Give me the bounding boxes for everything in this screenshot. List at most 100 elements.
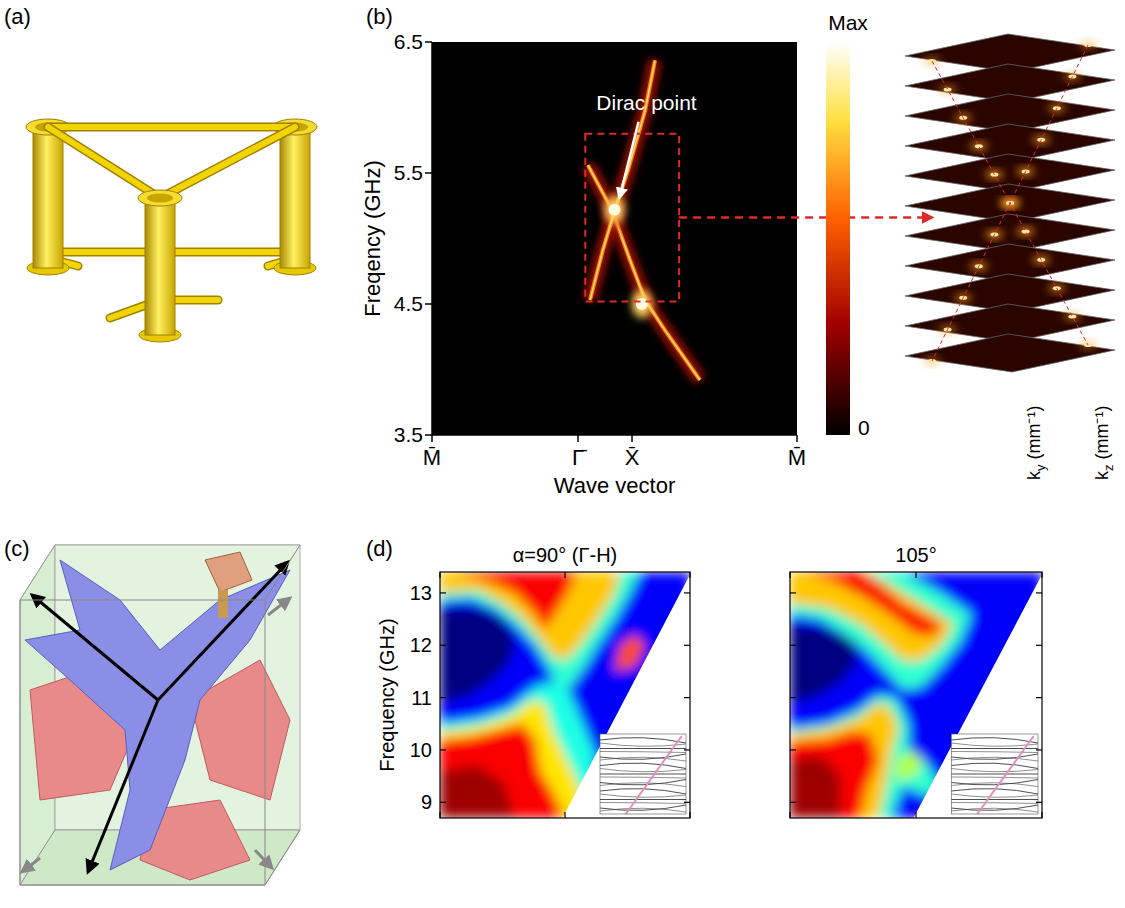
plot-frame [440, 572, 690, 818]
y-tick [440, 802, 446, 803]
hot-spot-glow [605, 196, 625, 224]
intensity-region [790, 703, 898, 818]
y-tick [1036, 802, 1042, 803]
intensity-region [615, 635, 645, 672]
cylinder [33, 127, 63, 268]
cylinder-top [138, 190, 182, 206]
y-tick [790, 697, 796, 698]
plot-area [440, 572, 690, 818]
intensity-region [440, 766, 515, 818]
light-cone-region [914, 572, 1043, 818]
inset-band [951, 799, 1038, 800]
arrow [158, 562, 288, 700]
rod-outline [160, 127, 295, 198]
y-tick [1036, 749, 1042, 750]
inset-band [951, 794, 1038, 797]
y-tick-label: 12 [410, 634, 432, 656]
intensity-region [790, 572, 971, 690]
x-tick-label: X̄ [625, 445, 640, 470]
cylinder-hole [147, 194, 173, 203]
y-tick [425, 41, 432, 43]
cube-edge [20, 600, 265, 885]
hot-spot-glow [632, 290, 652, 318]
inset-band [600, 752, 686, 753]
x-tick [564, 812, 565, 818]
inset-band [951, 763, 1038, 768]
x-tick [689, 572, 690, 578]
slice-spot [1063, 313, 1081, 321]
inset-band [600, 763, 686, 768]
unit: (mm⁻¹) [1024, 406, 1044, 460]
colorbar-label: 0 [858, 416, 870, 439]
y-tick [684, 749, 690, 750]
intensity-region [440, 572, 640, 687]
x-tick [1041, 572, 1042, 578]
y-tick [440, 697, 446, 698]
pocket [218, 590, 228, 618]
y-tick [425, 172, 432, 174]
arrow [32, 595, 158, 700]
arrow [22, 858, 40, 872]
intensity-region [790, 755, 840, 818]
inset-band [951, 783, 1038, 787]
arrow [255, 850, 272, 868]
y-tick [684, 802, 690, 803]
heatmap [440, 572, 690, 818]
y-tick-label: 4.5 [394, 292, 423, 315]
y-tick [1036, 592, 1042, 593]
x-tick-label: M̄ [423, 445, 441, 470]
inset-band [600, 808, 686, 812]
inset-band [600, 769, 686, 772]
inset-band [951, 743, 1038, 746]
y-tick-label: 9 [421, 791, 432, 813]
y-tick [425, 434, 432, 436]
intensity-region [790, 572, 954, 661]
inset-frame [600, 734, 686, 814]
inset-band [951, 777, 1038, 778]
y-axis [431, 42, 433, 435]
subscript: y [1033, 464, 1048, 471]
y-tick [684, 697, 690, 698]
y-tick-label: 11 [411, 687, 432, 709]
cone-line [932, 61, 1010, 361]
y-tick-label: 3.5 [394, 423, 423, 446]
slice-spot-core [1022, 229, 1030, 233]
slice-spot-core [975, 144, 983, 148]
plot-area [588, 60, 700, 380]
x-tick [439, 812, 440, 818]
plot-background [432, 42, 797, 435]
inset-bands [951, 734, 1038, 814]
inset-bands [600, 734, 686, 814]
inset-band [951, 774, 1038, 775]
heatmap-background [440, 572, 690, 818]
figure: (a)(b)(c)(d)3.54.55.56.5M̄Γ̄X̄M̄Wave vec… [0, 0, 1125, 908]
panel-label: (d) [366, 536, 393, 561]
inset-background [951, 734, 1038, 814]
rod [160, 127, 295, 198]
y-tick [425, 303, 432, 305]
y-tick [790, 802, 796, 803]
panel-title: 105° [895, 544, 936, 566]
intensity-region [896, 750, 924, 781]
x-tick [789, 812, 790, 818]
fermi-surface-cube [20, 545, 300, 885]
cone-line [1010, 45, 1088, 345]
x-tick [439, 572, 440, 578]
inset-band [951, 757, 1038, 761]
inset-band [951, 803, 1038, 804]
arrow [88, 700, 158, 872]
x-tick [631, 435, 633, 442]
inset-band [600, 777, 686, 778]
plot-frame [790, 572, 1042, 818]
y-tick-label: 5.5 [394, 161, 423, 184]
x-tick [689, 812, 690, 818]
cylinder [145, 198, 175, 335]
inset-light-line [977, 736, 1033, 814]
x-axis-title: Wave vector [554, 473, 675, 498]
intensity-region [790, 695, 941, 818]
panel-title: α=90° (Γ-H) [513, 544, 617, 566]
kspace-slices [905, 34, 1115, 372]
y-tick [1036, 697, 1042, 698]
inset-frame [951, 734, 1038, 814]
slice-spot-core [944, 87, 952, 91]
